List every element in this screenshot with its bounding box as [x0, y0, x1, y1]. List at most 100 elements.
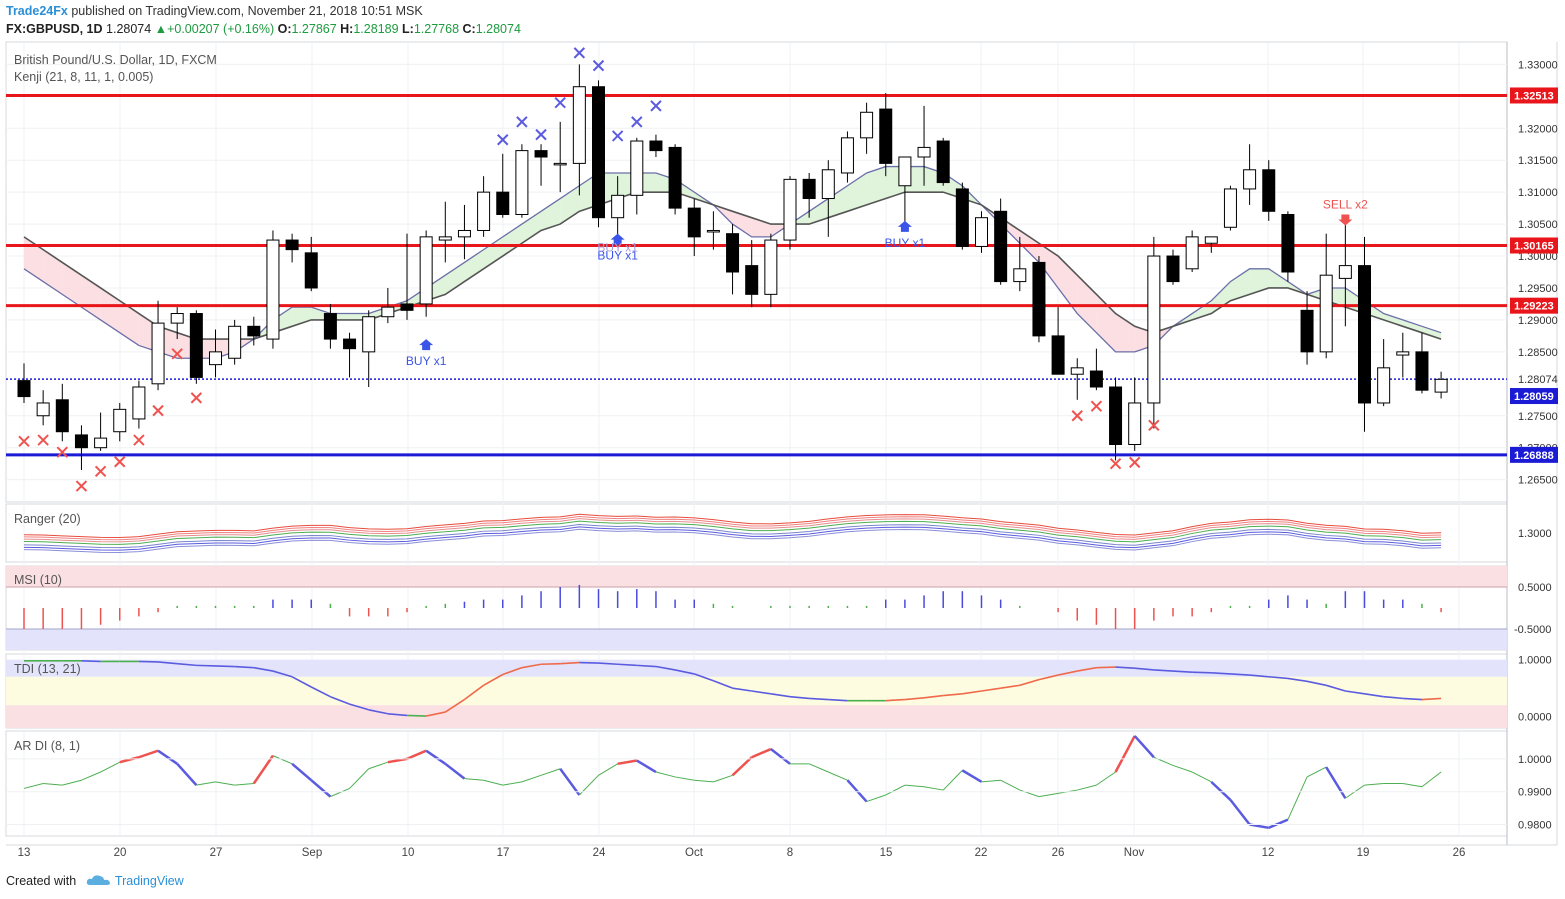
- sell-cross-marker: [37, 434, 49, 446]
- candle-body: [649, 140, 663, 152]
- kenji-band-segment: [1038, 243, 1059, 288]
- tdi-line-segment: [234, 665, 254, 669]
- ardi-line-segment: [502, 781, 522, 786]
- candle-body: [17, 380, 31, 398]
- candle-body: [55, 399, 69, 433]
- kenji-band-segment: [100, 287, 120, 333]
- ardi-line-segment: [196, 781, 216, 786]
- tdi-line-segment: [1402, 697, 1422, 701]
- ardi-line-segment: [444, 762, 466, 780]
- x-tick-label: 17: [497, 847, 510, 859]
- tdi-line-segment: [1038, 674, 1059, 681]
- ardi-line-segment: [1421, 771, 1442, 788]
- candle-body: [1166, 255, 1180, 283]
- ardi-line-segment: [1000, 779, 1021, 791]
- tdi-line-segment: [406, 714, 427, 717]
- tdi-line-segment: [272, 670, 293, 678]
- ardi-line-segment: [43, 783, 63, 786]
- candle-body: [1013, 268, 1027, 283]
- candle-body: [975, 217, 988, 247]
- tdi-line-segment: [1230, 673, 1250, 676]
- candle-body: [343, 338, 357, 350]
- tdi-line-segment: [1192, 671, 1212, 674]
- tdi-line-segment: [560, 661, 580, 665]
- tdi-line-segment: [1345, 690, 1365, 695]
- candle-body: [247, 325, 261, 337]
- candle-body: [1434, 378, 1448, 393]
- candle-body: [1051, 335, 1065, 375]
- last-price: 1.28074: [106, 22, 152, 36]
- msi-y-tick: 0.5000: [1518, 582, 1552, 594]
- ardi-line-segment: [387, 757, 408, 764]
- candle-body: [802, 178, 816, 200]
- sell-cross-marker: [94, 465, 107, 478]
- candle-body: [1147, 255, 1161, 404]
- ardi-line-segment: [675, 776, 695, 781]
- ranger-line: [23, 515, 1442, 541]
- buy-signal-label: BUY x1: [885, 236, 926, 250]
- ardi-line-segment: [1210, 780, 1232, 801]
- x-tick-label: 19: [1357, 847, 1370, 859]
- ardi-line-segment: [119, 756, 140, 764]
- high-label: H:: [340, 22, 354, 36]
- y-tick-label: 1.27500: [1518, 411, 1558, 423]
- level-price-label: 1.26888: [1514, 450, 1554, 462]
- candle-body: [36, 402, 50, 417]
- msi-lower-zone: [6, 629, 1507, 650]
- candle-body: [1243, 169, 1257, 190]
- sell-cross-marker: [1109, 457, 1122, 470]
- candle-body: [783, 178, 797, 241]
- ranger-line: [23, 518, 1442, 543]
- publish-line: Trade24Fx published on TradingView.com, …: [6, 4, 423, 18]
- candle-body: [209, 351, 222, 366]
- candle-body: [496, 191, 510, 215]
- change-value: +0.00207 (+0.16%): [167, 22, 275, 36]
- x-tick-label: 8: [787, 847, 793, 859]
- ardi-line-segment: [923, 786, 944, 791]
- tdi-line-segment: [1325, 684, 1346, 692]
- kenji-band-segment: [1268, 268, 1288, 288]
- y-tick-label: 1.31500: [1518, 155, 1558, 167]
- tradingview-cloud-icon: [86, 875, 110, 885]
- low-label: L:: [402, 22, 414, 36]
- buy-cross-marker: [535, 128, 547, 141]
- tdi-line-segment: [579, 661, 599, 664]
- ardi-line-segment: [272, 755, 293, 765]
- ardi-line-segment: [368, 761, 389, 770]
- sell-cross-marker: [190, 392, 203, 404]
- kenji-legend: Kenji (21, 8, 11, 1, 0.005): [14, 70, 154, 84]
- candle-body: [323, 313, 337, 340]
- candle-body: [706, 229, 720, 233]
- tdi-line-segment: [196, 664, 216, 667]
- buy-cross-marker: [554, 96, 566, 109]
- candle-body: [151, 322, 165, 385]
- kenji-band-segment: [809, 198, 829, 225]
- candle-body: [955, 188, 969, 247]
- tdi-line-segment: [1421, 697, 1442, 701]
- publisher-name[interactable]: Trade24Fx: [6, 4, 68, 18]
- candle-body: [534, 150, 548, 158]
- tdi-line-segment: [809, 697, 829, 701]
- ardi-line-segment: [1268, 818, 1289, 829]
- ardi-line-segment: [1249, 823, 1269, 830]
- ardi-line-segment: [521, 774, 542, 783]
- tradingview-link[interactable]: TradingView: [114, 874, 184, 888]
- candle-body: [1032, 261, 1046, 337]
- tdi-line-segment: [1000, 684, 1020, 689]
- candle-body: [1109, 386, 1123, 445]
- buy-arrow-icon: [419, 339, 434, 351]
- candle-body: [1128, 402, 1142, 446]
- ardi-line-segment: [942, 770, 963, 791]
- candle-body: [1204, 236, 1218, 244]
- sell-cross-marker: [1071, 410, 1083, 422]
- candle-body: [668, 146, 682, 209]
- candle-body: [860, 111, 874, 139]
- ardi-line-segment: [1229, 799, 1251, 826]
- ardi-line-segment: [483, 779, 503, 786]
- candle-body: [1319, 274, 1333, 353]
- tdi-line-segment: [1096, 666, 1116, 669]
- ranger-line: [23, 520, 1442, 545]
- msi-upper-zone: [6, 566, 1507, 587]
- tdi-line-segment: [885, 698, 905, 702]
